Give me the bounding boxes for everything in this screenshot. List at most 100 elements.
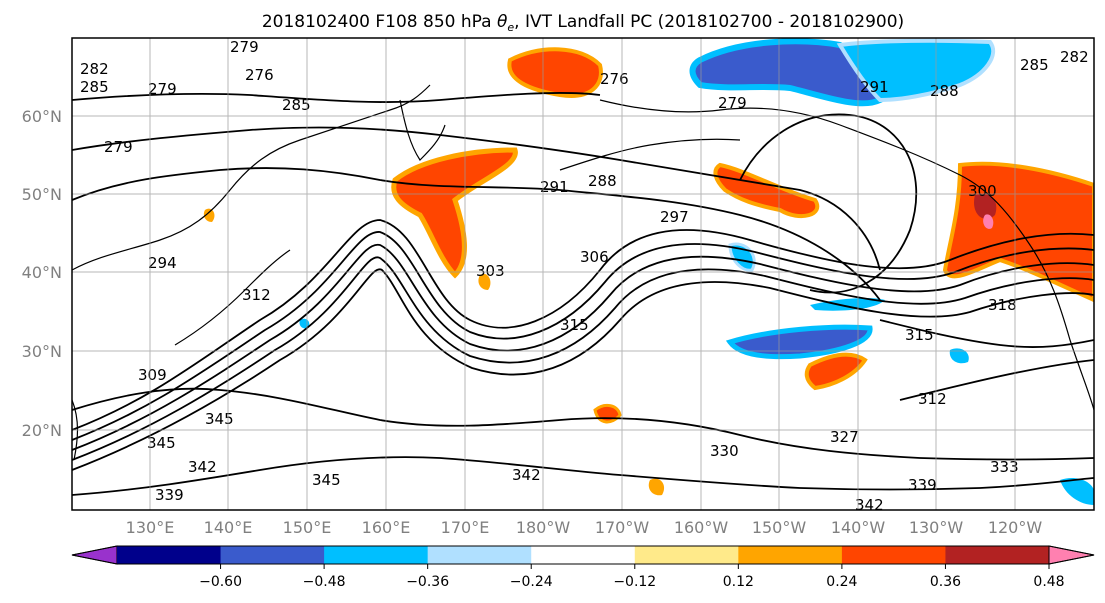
colorbar-ticks: −0.60 −0.48 −0.36 −0.24 −0.12 0.12 0.24 0.36 0.4… bbox=[199, 564, 1065, 590]
map-frame bbox=[71, 37, 1095, 511]
contour-label: 291 bbox=[860, 78, 889, 96]
contour-label: 345 bbox=[205, 410, 234, 428]
contour-label: 327 bbox=[830, 428, 859, 446]
positive-anomaly-region bbox=[974, 193, 997, 219]
colorbar-tick-label: −0.24 bbox=[510, 574, 553, 590]
contour-label: 342 bbox=[855, 496, 884, 514]
contour-label: 282 bbox=[1060, 48, 1089, 66]
contour-line bbox=[72, 244, 1094, 451]
colorbar-tick-label: 0.48 bbox=[1033, 574, 1064, 590]
map-background bbox=[72, 38, 1094, 510]
positive-anomaly-region bbox=[507, 47, 603, 98]
colorbar-extend-min bbox=[71, 545, 118, 565]
contour-label: 306 bbox=[580, 248, 609, 266]
contour-line bbox=[739, 113, 918, 294]
lat-label: 20°N bbox=[22, 421, 62, 440]
positive-anomaly-region bbox=[804, 352, 868, 391]
colorbar-segment bbox=[427, 546, 532, 564]
contour-label: 288 bbox=[930, 82, 959, 100]
contour-label: 339 bbox=[908, 476, 937, 494]
contour-line bbox=[879, 319, 1094, 348]
contour-label: 342 bbox=[188, 458, 217, 476]
contour-label: 282 bbox=[80, 60, 109, 78]
contour-line bbox=[72, 268, 1094, 471]
contour-label: 297 bbox=[660, 208, 689, 226]
colorbar-tick-label: −0.12 bbox=[613, 574, 656, 590]
longitude-labels: 130°E 140°E 150°E 160°E 170°E 180°W 170°… bbox=[126, 518, 1043, 537]
contour-label: 333 bbox=[990, 458, 1019, 476]
contour-label: 279 bbox=[230, 38, 259, 56]
colorbar-segment bbox=[531, 546, 636, 564]
map-panel: 279 276 285 279 282 285 279 291 288 297 … bbox=[22, 37, 1095, 537]
contour-label: 294 bbox=[148, 254, 177, 272]
contour-label: 303 bbox=[476, 262, 505, 280]
colorbar-segment bbox=[220, 546, 325, 564]
contour-label: 345 bbox=[147, 434, 176, 452]
contour-line bbox=[72, 387, 1094, 461]
contour-label: 315 bbox=[560, 316, 589, 334]
negative-anomaly-region bbox=[810, 297, 885, 311]
lon-label: 140°W bbox=[831, 518, 886, 537]
contour-label: 339 bbox=[155, 486, 184, 504]
colorbar-tick-label: −0.36 bbox=[406, 574, 449, 590]
contour-label: 279 bbox=[104, 138, 133, 156]
lon-label: 120°W bbox=[988, 518, 1043, 537]
negative-anomaly-region bbox=[1060, 478, 1094, 505]
positive-anomaly-region bbox=[593, 403, 622, 424]
colorbar-tick-label: −0.60 bbox=[199, 574, 242, 590]
colorbar-segment bbox=[324, 546, 429, 564]
figure-title: 2018102400 F108 850 hPa θe, IVT Landfall… bbox=[262, 12, 904, 34]
contour-label: 330 bbox=[710, 442, 739, 460]
negative-anomaly-region bbox=[689, 38, 885, 107]
lat-label: 50°N bbox=[22, 185, 62, 204]
contour-line bbox=[72, 219, 1094, 431]
latitude-labels: 60°N 50°N 40°N 30°N 20°N bbox=[22, 107, 62, 440]
contour-label: 300 bbox=[968, 182, 997, 200]
contour-label: 288 bbox=[588, 172, 617, 190]
theta-e-contours bbox=[72, 92, 1094, 496]
colorbar bbox=[71, 545, 1095, 565]
lon-label: 170°E bbox=[441, 518, 490, 537]
contour-label: 279 bbox=[148, 80, 177, 98]
lon-label: 140°E bbox=[204, 518, 253, 537]
contour-line bbox=[72, 456, 1094, 496]
lon-label: 150°W bbox=[752, 518, 807, 537]
lon-label: 170°W bbox=[595, 518, 650, 537]
colorbar-segment bbox=[634, 546, 739, 564]
contour-label: 285 bbox=[80, 78, 109, 96]
contour-label: 279 bbox=[718, 94, 747, 112]
positive-anomaly-region bbox=[983, 214, 994, 229]
shading-layer bbox=[203, 38, 1094, 505]
contour-line bbox=[72, 167, 881, 301]
colorbar-segment bbox=[738, 546, 843, 564]
lon-label: 150°E bbox=[283, 518, 332, 537]
negative-anomaly-region bbox=[725, 324, 873, 360]
positive-anomaly-region bbox=[203, 208, 215, 222]
contour-label: 285 bbox=[1020, 56, 1049, 74]
contour-label: 312 bbox=[242, 286, 271, 304]
colorbar-tick-label: 0.24 bbox=[826, 574, 857, 590]
colorbar-tick-label: 0.12 bbox=[723, 574, 754, 590]
coastline-aleutians bbox=[559, 138, 741, 171]
coastline-japan bbox=[174, 249, 291, 346]
coastline-kamchatka bbox=[399, 99, 446, 161]
positive-anomaly-region bbox=[648, 478, 665, 496]
contour-label: 315 bbox=[905, 326, 934, 344]
colorbar-tick-label: −0.48 bbox=[303, 574, 346, 590]
contour-label: 276 bbox=[245, 66, 274, 84]
contour-line bbox=[72, 231, 1094, 441]
lat-label: 60°N bbox=[22, 107, 62, 126]
gridlines bbox=[72, 38, 1094, 510]
contour-line bbox=[72, 126, 881, 271]
contour-label: 276 bbox=[600, 70, 629, 88]
colorbar-segment bbox=[841, 546, 946, 564]
lat-label: 40°N bbox=[22, 263, 62, 282]
coastlines bbox=[72, 84, 1094, 461]
colorbar-extend-max bbox=[1048, 545, 1095, 565]
lon-label: 130°W bbox=[909, 518, 964, 537]
contour-label: 345 bbox=[312, 471, 341, 489]
colorbar-segment bbox=[945, 546, 1050, 564]
negative-anomaly-region bbox=[836, 38, 996, 103]
coastline-asia bbox=[72, 84, 431, 271]
